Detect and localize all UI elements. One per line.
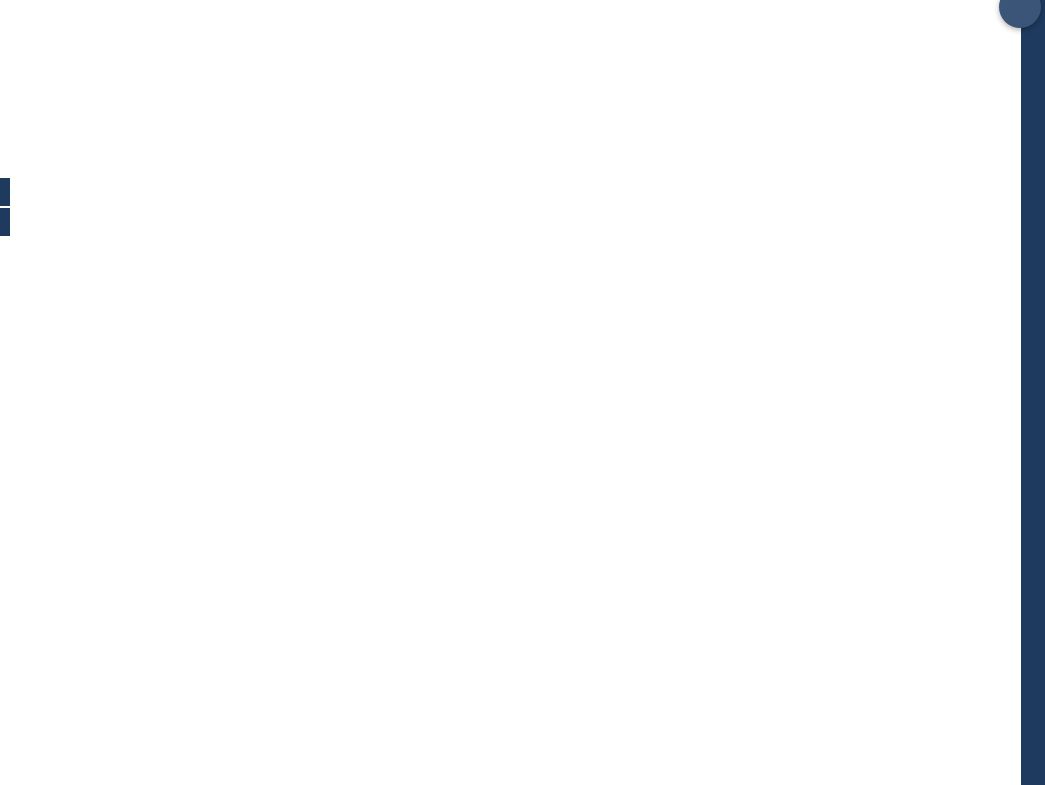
left-nav-tab[interactable] xyxy=(0,178,10,206)
left-edge-strip xyxy=(0,0,8,785)
left-nav-tab[interactable] xyxy=(0,208,10,236)
right-sidebar xyxy=(1021,0,1045,785)
data-table-container xyxy=(18,20,1025,785)
